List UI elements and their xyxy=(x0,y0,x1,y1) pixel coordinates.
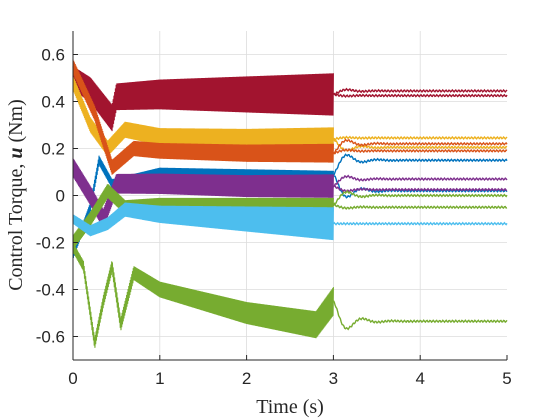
y-axis-title-symbol: u xyxy=(5,148,27,159)
x-tick-label: 5 xyxy=(502,369,511,388)
series-4-steady-0 xyxy=(332,174,508,188)
series-6-transient xyxy=(72,202,334,241)
series-2-steady-0 xyxy=(332,148,508,155)
x-axis-title: Time (s) xyxy=(256,396,324,418)
series-layer xyxy=(72,59,508,348)
y-tick-label: -0.4 xyxy=(36,281,65,300)
x-tick-label: 4 xyxy=(415,369,424,388)
x-tick-label: 2 xyxy=(242,369,251,388)
y-tick-label: 0.2 xyxy=(41,140,65,159)
x-tick-label: 3 xyxy=(329,369,338,388)
series-3-steady-0 xyxy=(333,153,508,175)
series-2-steady-1 xyxy=(333,138,508,155)
series-5-steady-1 xyxy=(332,189,508,206)
y-tick-label: 0.4 xyxy=(41,93,65,112)
y-axis-title: Control Torque, u (Nm) xyxy=(5,99,27,291)
series-4-transient xyxy=(72,157,334,229)
y-tick-label: 0 xyxy=(56,187,65,206)
y-axis-title-prefix: Control Torque, xyxy=(5,159,27,291)
y-axis-title-unit: (Nm) xyxy=(5,99,27,147)
series-4-steady-1 xyxy=(332,185,508,193)
y-tick-label: 0.6 xyxy=(41,46,65,65)
series-0-steady-1 xyxy=(333,87,508,96)
series-7-steady-0 xyxy=(332,300,508,331)
series-2-transient xyxy=(72,59,334,175)
series-6-steady-0 xyxy=(332,221,508,226)
x-tick-label: 1 xyxy=(155,369,164,388)
series-0-steady-0 xyxy=(332,92,508,99)
y-tick-label: -0.2 xyxy=(36,234,65,253)
series-5-steady-0 xyxy=(332,203,508,210)
ticks: 0 1 2 3 4 5 -0.6 -0.4 -0.2 0 0.2 0.4 0.6 xyxy=(36,46,512,389)
series-1-transient xyxy=(72,75,334,157)
x-tick-label: 0 xyxy=(68,369,77,388)
series-1-steady-0 xyxy=(333,135,508,141)
series-0-transient xyxy=(72,66,334,132)
series-7-transient xyxy=(72,242,334,348)
y-tick-label: -0.6 xyxy=(36,328,65,347)
